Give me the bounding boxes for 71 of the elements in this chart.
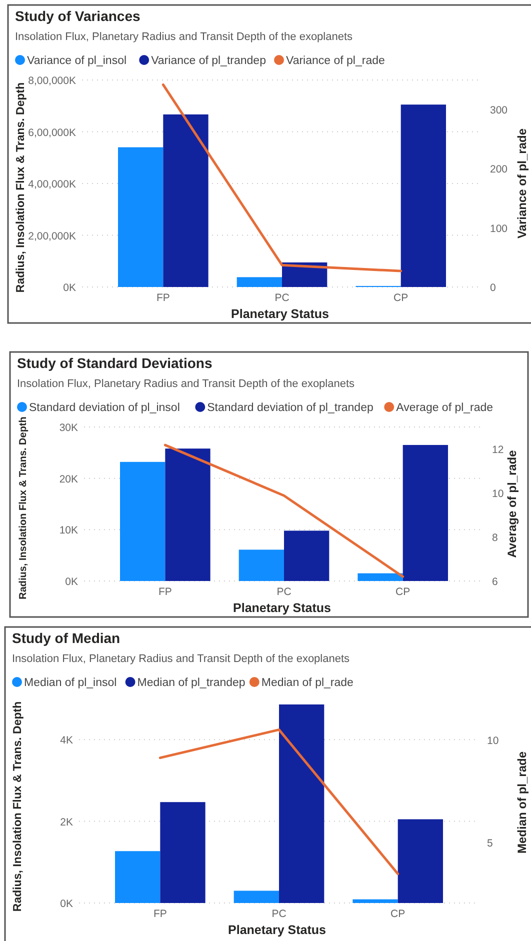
y2-tick-label: 10 — [492, 488, 504, 500]
x-tick-label: FP — [156, 292, 170, 304]
y-axis-title: Radius, Insolation Flux & Trans. Depth — [15, 82, 27, 293]
y-axis-title: Radius, Insolation Flux & Trans. Depth — [18, 416, 29, 600]
bar — [402, 444, 448, 581]
x-tick-label: CP — [396, 586, 410, 598]
y-axis-title: Radius, Insolation Flux & Trans. Depth — [12, 701, 24, 912]
y2-tick-label: 0 — [490, 282, 496, 294]
x-tick-label: CP — [394, 292, 408, 304]
y-tick-label: 0K — [60, 898, 73, 910]
y-tick-label: 20K — [59, 473, 78, 486]
y2-tick-label: 5 — [487, 837, 493, 850]
x-axis-title: Planetary Status — [228, 923, 326, 937]
x-axis-title: Planetary Status — [233, 601, 332, 615]
legend-label: Standard deviation of pl_insol — [29, 402, 180, 414]
x-tick-label: PC — [274, 292, 290, 304]
bar — [398, 819, 443, 903]
bar — [160, 802, 206, 903]
y2-tick-label: 300 — [490, 104, 508, 117]
legend-label: Variance of pl_insol — [27, 55, 127, 67]
bar — [352, 899, 398, 903]
chart-subtitle: Insolation Flux, Planetary Radius and Transit Depth of the exoplanets — [17, 378, 356, 390]
bar — [120, 462, 166, 581]
y-tick-label: 2,00,000K — [28, 230, 76, 242]
legend-label: Median of pl_rade — [261, 677, 354, 689]
bar — [234, 890, 279, 903]
legend-label: Variance of pl_trandep — [151, 55, 266, 67]
x-tick-label: FP — [158, 586, 172, 598]
bar — [358, 573, 403, 581]
y-tick-label: 4K — [60, 734, 73, 747]
y2-tick-label: 6 — [492, 576, 498, 588]
chart-title: Study of Median — [12, 630, 120, 646]
bar — [118, 147, 164, 287]
y2-axis-title: Median of pl_rade — [515, 751, 529, 854]
legend-label: Median of pl_trandep — [137, 677, 246, 689]
x-tick-label: PC — [276, 586, 292, 598]
chart-title: Study of Standard Deviations — [17, 355, 212, 371]
bar — [115, 851, 160, 903]
x-tick-label: CP — [390, 908, 406, 920]
y-tick-label: 10K — [59, 524, 78, 537]
x-tick-label: FP — [153, 908, 167, 920]
chart-subtitle: Insolation Flux, Planetary Radius and Transit Depth of the exoplanets — [15, 31, 354, 43]
bar — [279, 704, 324, 903]
bar — [284, 530, 330, 581]
legend-label: Variance of pl_rade — [286, 55, 385, 67]
y2-tick-label: 10 — [487, 734, 499, 747]
y-tick-label: 30K — [59, 422, 78, 434]
bar — [238, 550, 284, 581]
legend-label: Average of pl_rade — [396, 402, 494, 414]
y-tick-label: 0K — [63, 282, 76, 294]
y-tick-label: 6,00,000K — [28, 126, 76, 139]
bar — [165, 448, 210, 581]
bar — [400, 104, 446, 287]
chart-subtitle: Insolation Flux, Planetary Radius and Transit Depth of the exoplanets — [12, 653, 350, 665]
y2-tick-label: 12 — [492, 444, 504, 456]
x-tick-label: PC — [272, 908, 287, 920]
y2-tick-label: 100 — [490, 222, 508, 235]
legend-label: Standard deviation of pl_trandep — [207, 402, 374, 414]
y2-axis-title: Variance of pl_rade — [515, 128, 529, 239]
y-tick-label: 0K — [65, 576, 78, 588]
x-axis-title: Planetary Status — [231, 307, 330, 321]
y2-tick-label: 200 — [490, 164, 508, 176]
y-tick-label: 8,00,000K — [28, 75, 76, 87]
chart-title: Study of Variances — [15, 8, 140, 24]
bar — [163, 114, 208, 287]
bar — [236, 277, 282, 287]
legend-label: Median of pl_insol — [24, 677, 117, 689]
y2-axis-title: Average of pl_rade — [505, 450, 519, 558]
y-tick-label: 4,00,000K — [28, 178, 76, 190]
y2-tick-label: 8 — [492, 532, 498, 544]
y-tick-label: 2K — [60, 816, 73, 828]
